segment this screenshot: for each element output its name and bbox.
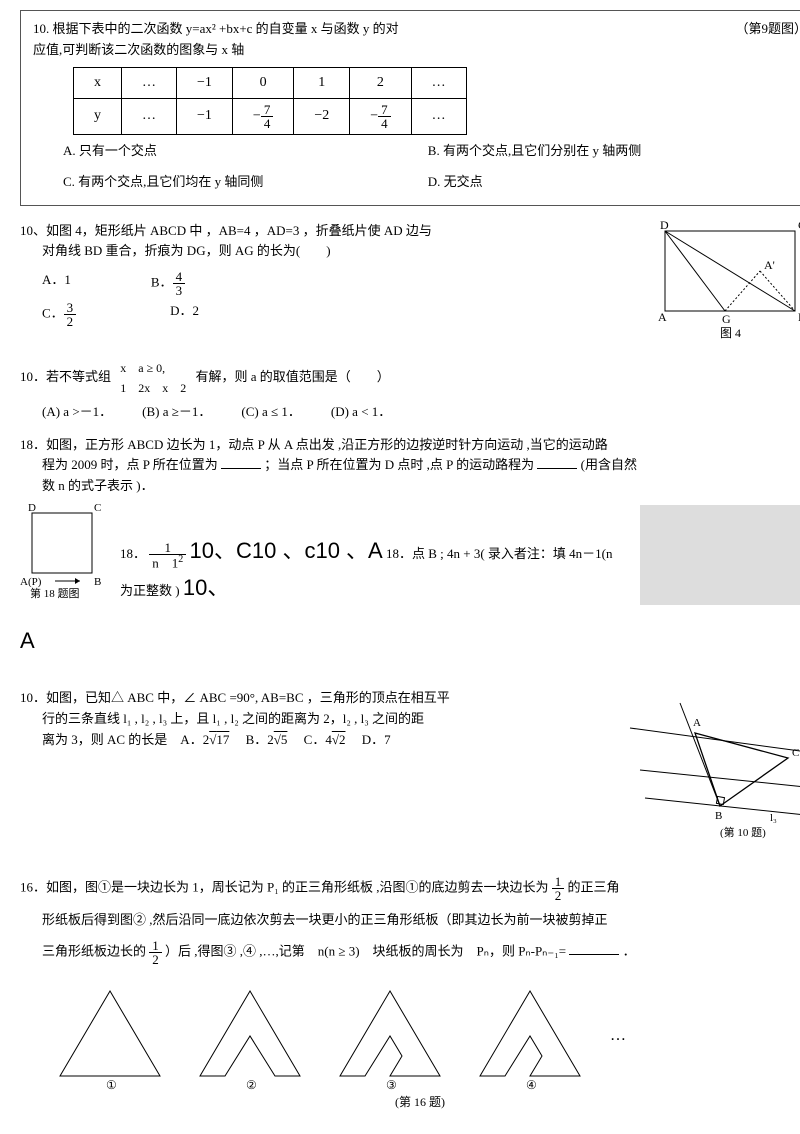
optC: C. 有两个交点,且它们均在 y 轴同侧 [63,172,398,193]
svg-text:图 4: 图 4 [720,326,741,340]
triangle-3: ③ [330,981,450,1091]
square-figure: D C A(P) B 第 18 题图 [20,503,110,605]
svg-text:②: ② [246,1078,257,1092]
optD: D. 无交点 [428,172,483,193]
svg-text:D: D [660,218,669,232]
table-row: y … −1 −74 −2 −74 … [74,98,467,134]
blank-answer [569,941,619,955]
scan-ref: （第9题图） [735,19,800,40]
q10-rectangle: D C A B G A' 图 4 10、如图 4，矩形纸片 ABCD 中 ，AB… [20,221,800,348]
triangle-4: ④ [470,981,590,1091]
figure-10: A C B l₁ l₂ l₃ (第 10 题) [620,688,800,845]
data-table: x … −1 0 1 2 … y … −1 −74 −2 −74 … [73,67,467,135]
svg-text:A: A [658,310,667,324]
q10b-optD: (D) a < 1． [331,402,391,423]
scan-line2: 应值,可判断该二次函数的图象与 x 轴 [33,40,800,61]
big-answer-A: A [20,623,800,658]
q10b-optA: (A) a >－1． [42,402,112,423]
q10a-optD: D．2 [170,301,199,328]
q10b-optB: (B) a ≥－1． [142,402,211,423]
q10a-optC: C．32 [42,301,76,328]
optA: A. 只有一个交点 [63,141,398,162]
q16: 16．如图，图①是一块边长为 1，周长记为 P₁ 的正三角形纸板 ,沿图①的底边… [20,875,800,1112]
optB: B. 有两个交点,且它们分别在 y 轴两侧 [428,141,641,162]
q10a-optA: A．1 [42,270,71,297]
svg-text:C: C [94,502,101,514]
svg-text:A': A' [764,258,775,272]
svg-text:③: ③ [386,1078,397,1092]
svg-text:A(P): A(P) [20,576,42,588]
triangle-sequence: ① ② ③ ④ … [50,981,800,1091]
svg-text:D: D [28,502,36,514]
q10-triangle-lines: A C B l₁ l₂ l₃ (第 10 题) 10．如图，已知△ ABC 中，… [20,688,800,845]
cell-x: x [74,67,122,98]
svg-text:l₃: l₃ [770,812,777,824]
scan-options: A. 只有一个交点 B. 有两个交点,且它们分别在 y 轴两侧 C. 有两个交点… [63,141,800,193]
gray-placeholder [640,505,800,605]
table-row: x … −1 0 1 2 … [74,67,467,98]
triangle-1: ① [50,981,170,1091]
scan-line1: 根据下表中的二次函数 y=ax² +bx+c 的自变量 x 与函数 y 的对 [53,21,399,36]
q10a-optB: B．43 [151,270,185,297]
svg-text:C: C [792,747,799,759]
svg-text:(第 10 题): (第 10 题) [720,825,766,839]
svg-text:A: A [693,717,701,729]
blank-1 [221,455,261,469]
triangle-2: ② [190,981,310,1091]
scan-qnum: 10. [33,21,49,36]
q18-line1: 18．如图，正方形 ABCD 边长为 1，动点 P 从 A 点出发 ,沿正方形的… [20,435,800,456]
svg-text:④: ④ [526,1078,537,1092]
svg-text:B: B [94,576,101,588]
svg-text:①: ① [106,1078,117,1092]
q10b-post: 有解，则 a 的取值范围是（ ） [196,370,390,385]
figure-4: D C A B G A' 图 4 [650,221,800,348]
svg-text:B: B [715,810,722,822]
scanned-question-box: 10. 根据下表中的二次函数 y=ax² +bx+c 的自变量 x 与函数 y … [20,10,800,206]
q10-inequality: 10．若不等式组 x a ≥ 0, 1 2x x 2 有解，则 a 的取值范围是… [20,359,800,422]
q10b-optC: (C) a ≤ 1． [241,402,300,423]
q10b-pre: 10．若不等式组 [20,370,111,385]
svg-text:第 18 题图: 第 18 题图 [30,586,80,600]
svg-text:G: G [722,312,731,326]
blank-2 [537,455,577,469]
q18: 18．如图，正方形 ABCD 边长为 1，动点 P 从 A 点出发 ,沿正方形的… [20,435,800,658]
